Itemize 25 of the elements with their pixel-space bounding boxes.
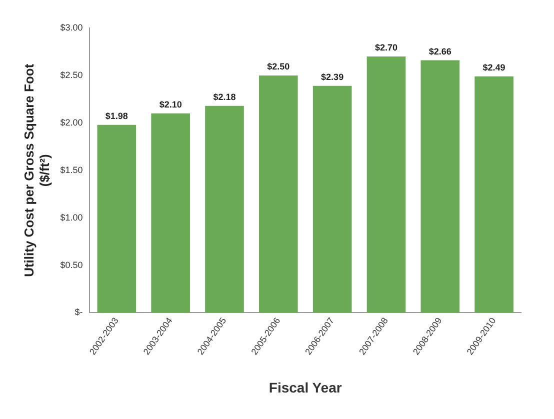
y-tick-label: $2.50 (60, 70, 83, 80)
data-label: $2.70 (374, 42, 398, 52)
data-label: $2.50 (267, 61, 290, 72)
y-tick-label: $2.00 (60, 117, 83, 128)
y-tick-label: $0.50 (60, 260, 83, 270)
data-label: $1.98 (105, 110, 128, 121)
y-axis-title: Utility Cost per Gross Square Foot ($/ft²) (21, 63, 52, 277)
y-tick-label: $1.50 (60, 164, 83, 175)
bar (312, 86, 352, 313)
data-label: $2.66 (428, 46, 452, 56)
y-tick-label: $1.00 (60, 212, 83, 222)
bar (97, 124, 136, 313)
bar (420, 60, 460, 313)
bar (474, 76, 514, 313)
data-label: $2.39 (321, 72, 344, 82)
data-label: $2.18 (213, 92, 236, 102)
data-label: $2.49 (482, 62, 506, 72)
y-tick-label: $- (74, 307, 83, 318)
data-label: $2.10 (159, 99, 182, 110)
bar (205, 106, 244, 313)
bar (151, 113, 190, 313)
y-tick-label: $3.00 (60, 22, 83, 32)
bar (366, 56, 406, 313)
x-axis-title: Fiscal Year (268, 379, 342, 396)
bar (259, 75, 298, 313)
